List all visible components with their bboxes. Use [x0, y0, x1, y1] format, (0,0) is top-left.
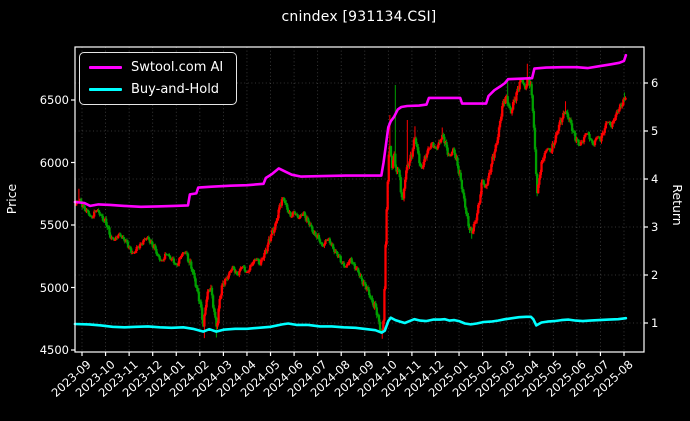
return-tick-label: 5 — [651, 124, 659, 138]
candlestick-series — [74, 63, 627, 339]
legend: Swtool.com AI Buy-and-Hold — [79, 52, 237, 105]
price-tick-label: 6500 — [39, 93, 69, 107]
price-tick-label: 6000 — [39, 155, 69, 170]
return-tick-label: 3 — [651, 220, 659, 234]
line-series-1 — [73, 53, 628, 209]
line-series-2 — [73, 315, 628, 334]
price-tick-label: 5500 — [39, 218, 69, 232]
return-tick-label: 6 — [651, 76, 659, 90]
return-tick-label: 1 — [651, 316, 659, 330]
legend-line-swatch-bah — [89, 88, 122, 91]
price-tick-label: 5000 — [39, 280, 69, 295]
price-tick-label: 4500 — [39, 343, 69, 357]
chart-title: cnindex [931134.CSI] — [281, 9, 437, 25]
legend-line-swatch-ai — [89, 66, 122, 69]
price-axis-label: Price — [4, 183, 19, 215]
legend-label-bah: Buy-and-Hold — [131, 82, 220, 97]
legend-label-ai: Swtool.com AI — [131, 60, 224, 75]
return-tick-label: 4 — [651, 172, 659, 186]
return-tick-label: 2 — [651, 268, 659, 282]
legend-item-bah: Buy-and-Hold — [89, 82, 228, 97]
legend-item-ai: Swtool.com AI — [89, 60, 228, 75]
